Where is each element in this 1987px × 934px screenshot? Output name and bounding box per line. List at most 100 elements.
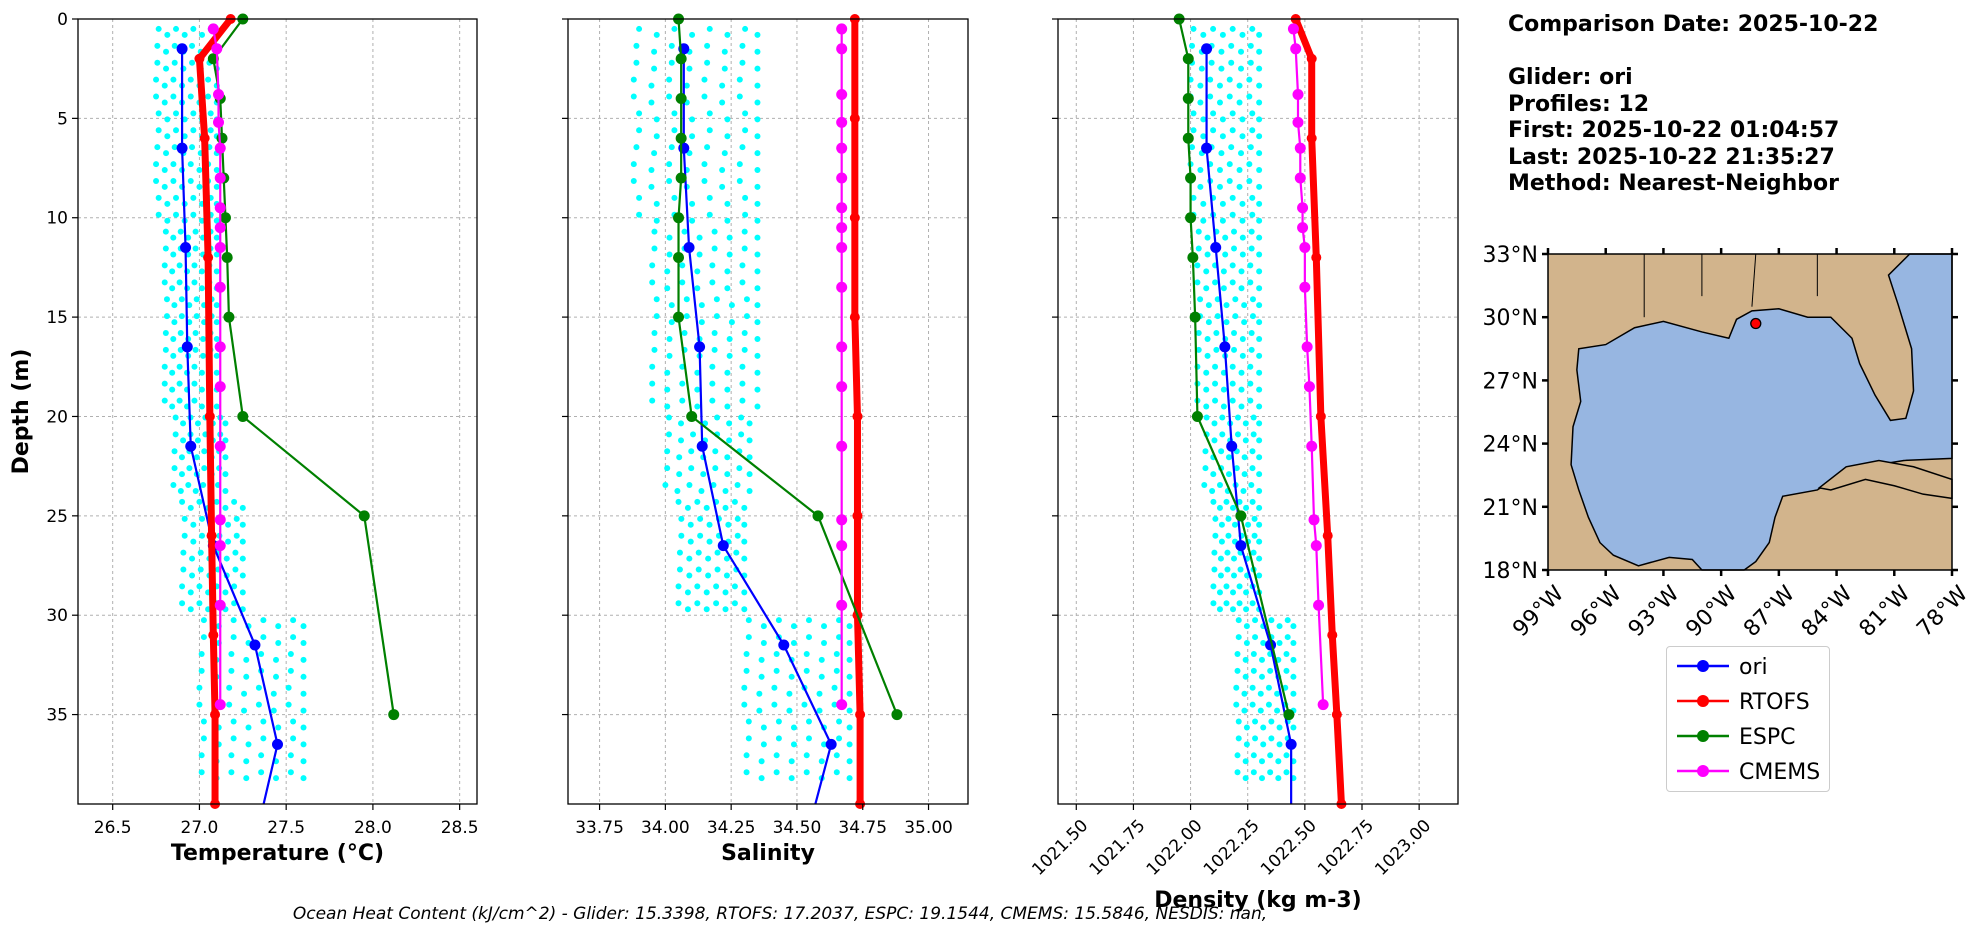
glider-scatter-point [300,656,307,663]
map-frame [1547,253,1953,571]
glider-scatter-point [698,302,705,309]
profile-count: Profiles: 12 [1508,91,1650,117]
glider-name: Glider: ori [1508,65,1633,90]
glider-scatter-point [178,471,185,478]
glider-scatter-point [651,228,658,235]
y-tick-label: 5 [57,109,68,129]
glider-scatter-point [179,600,186,607]
glider-scatter-point [821,623,828,630]
series-point-cmems [1292,89,1304,101]
glider-scatter-point [1274,690,1281,697]
glider-scatter-point [1259,758,1265,765]
glider-scatter-point [721,150,728,157]
glider-scatter-point [192,245,199,252]
series-point-espc [1235,510,1247,522]
glider-scatter-point [241,707,248,714]
glider-scatter-point [703,589,710,596]
glider-scatter-point [192,487,199,494]
glider-scatter-point [169,403,176,410]
glider-scatter-point [743,650,750,657]
glider-scatter-point [260,718,267,725]
glider-scatter-point [176,363,183,370]
glider-scatter-point [164,116,171,123]
glider-scatter-point [230,617,237,624]
glider-scatter-point [788,673,795,680]
glider-scatter-point [736,161,743,168]
glider-scatter-point [1250,752,1257,759]
glider-scatter-point [181,532,188,539]
glider-scatter-point [230,718,237,725]
glider-scatter-point [1256,555,1263,562]
series-point-rtofs [208,630,219,641]
glider-scatter-point [668,42,675,49]
glider-scatter-point [1218,48,1225,55]
x-tick-label: 1021.75 [1086,816,1150,880]
plot-frame [1057,18,1459,805]
glider-scatter-point [818,673,825,680]
glider-scatter-point [726,234,733,241]
glider-scatter-point [239,589,246,596]
glider-scatter-point [171,42,178,49]
glider-scatter-point [664,285,671,292]
glider-scatter-point [722,504,729,511]
glider-scatter-point [719,167,726,174]
glider-scatter-point [222,589,229,596]
series-point-ori [683,242,695,254]
glider-scatter-point [189,144,196,151]
glider-scatter-point [1267,769,1274,776]
series-point-rtofs [852,510,863,521]
glider-scatter-point [225,538,232,545]
glider-scatter-point [245,741,252,748]
glider-scatter-point [833,667,840,674]
series-point-cmems [213,116,225,128]
glider-scatter-point [773,752,780,759]
glider-scatter-point [1230,589,1237,596]
glider-scatter-point [181,31,188,38]
glider-scatter-point [651,48,658,55]
glider-scatter-point [231,600,238,607]
glider-scatter-point [1211,549,1218,556]
series-point-rtofs [849,312,860,323]
glider-scatter-point [724,285,731,292]
glider-scatter-point [754,319,761,326]
glider-scatter-point [1256,217,1263,224]
glider-scatter-point [196,167,203,174]
glider-scatter-point [164,31,171,38]
series-point-espc [1283,709,1295,721]
glider-scatter-point [724,200,731,207]
glider-scatter-point [1250,667,1257,674]
glider-scatter-point [821,640,828,647]
glider-scatter-point [689,217,696,224]
glider-scatter-point [1234,431,1241,438]
glider-scatter-point [684,589,691,596]
glider-scatter-point [1243,741,1250,748]
glider-scatter-point [200,352,207,359]
glider-scatter-point [1210,471,1217,478]
glider-scatter-point [1216,82,1223,89]
glider-scatter-point [1239,335,1246,342]
series-point-ori [181,341,193,353]
glider-scatter-point [1219,217,1226,224]
glider-scatter-point [788,758,795,765]
glider-scatter-point [1290,656,1297,663]
glider-scatter-point [162,346,169,353]
glider-scatter-point [1268,718,1275,725]
glider-scatter-point [1232,313,1239,320]
glider-scatter-point [1246,93,1253,100]
glider-scatter-point [196,183,203,190]
glider-scatter-point [226,701,233,708]
series-point-cmems [836,202,848,214]
series-point-cmems [1290,43,1302,55]
glider-scatter-point [230,735,237,742]
series-point-ori [696,440,708,452]
glider-scatter-point [760,623,767,630]
glider-scatter-point [170,335,177,342]
glider-scatter-point [161,183,168,190]
y-tick-label: 0 [57,10,68,30]
glider-scatter-point [213,403,220,410]
glider-scatter-point [1211,420,1218,427]
glider-scatter-point [1243,724,1250,731]
glider-scatter-point [164,200,171,207]
glider-scatter-point [688,448,695,455]
glider-scatter-point [1239,251,1246,258]
